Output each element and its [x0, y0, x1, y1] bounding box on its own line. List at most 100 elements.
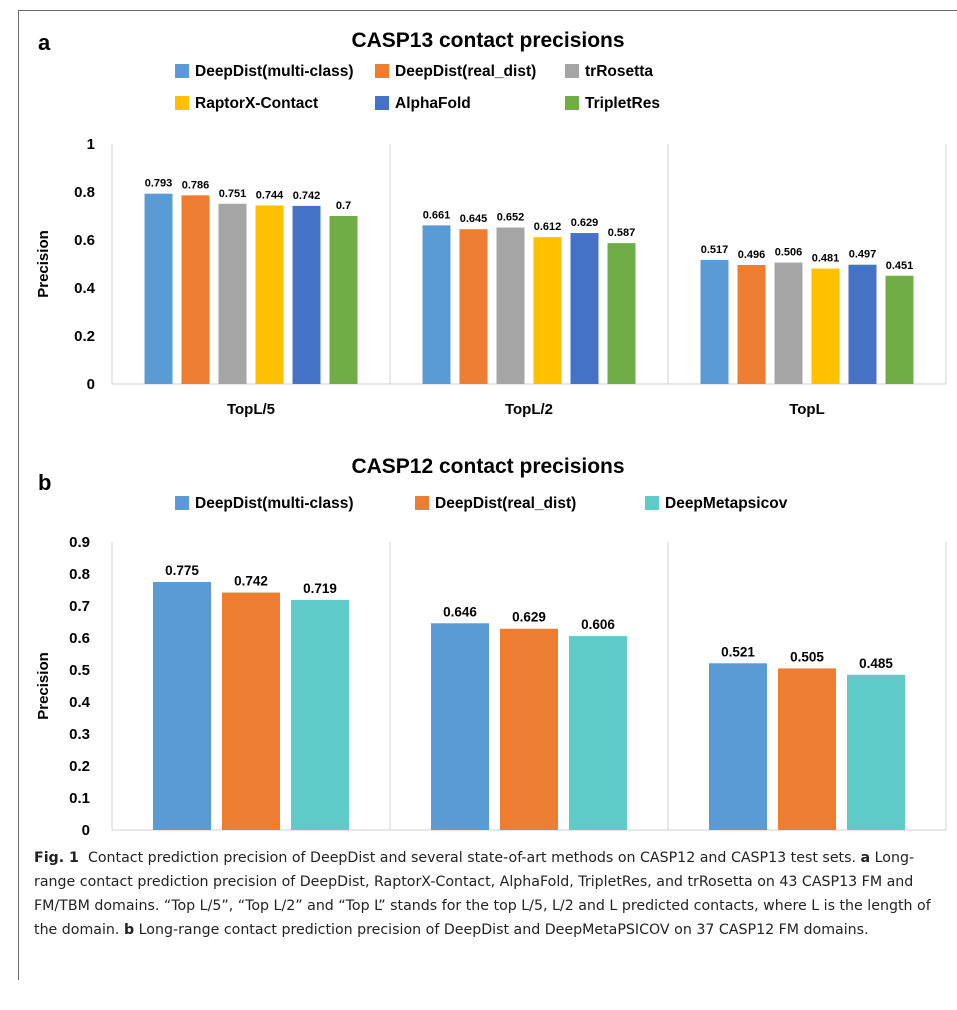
caption-part-a-text: Long-range contact prediction precision … — [34, 850, 931, 938]
legend-swatch — [645, 496, 659, 510]
data-label: 0.451 — [886, 260, 914, 272]
data-label: 0.505 — [790, 649, 824, 664]
bar — [431, 623, 489, 830]
bar — [533, 237, 562, 384]
bar — [778, 668, 836, 830]
data-label: 0.744 — [256, 189, 284, 201]
x-tick-label: TopL — [789, 401, 825, 418]
y-tick-label: 0.6 — [74, 232, 95, 249]
bar — [885, 275, 914, 384]
bar — [811, 268, 840, 384]
x-tick-label: TopL/5 — [227, 401, 275, 418]
bar — [153, 582, 211, 830]
y-tick-label: 0.8 — [69, 566, 90, 583]
caption-fig-label: Fig. 1 — [34, 850, 79, 866]
data-label: 0.786 — [182, 179, 210, 191]
data-label: 0.497 — [849, 249, 877, 261]
data-label: 0.485 — [859, 656, 893, 671]
y-tick-label: 0.2 — [69, 758, 90, 775]
data-label: 0.719 — [303, 581, 337, 596]
panel-label: b — [38, 470, 51, 495]
chart-title: CASP13 contact precisions — [351, 29, 624, 52]
bar — [144, 193, 173, 384]
bar — [700, 259, 729, 384]
chart-title: CASP12 contact precisions — [351, 455, 624, 478]
legend-swatch — [415, 496, 429, 510]
data-label: 0.793 — [145, 178, 173, 190]
data-label: 0.7 — [336, 200, 351, 212]
y-tick-label: 0.7 — [69, 598, 90, 615]
bar — [459, 229, 488, 384]
data-label: 0.496 — [738, 249, 766, 261]
data-label: 0.742 — [234, 574, 268, 589]
legend-swatch — [375, 64, 389, 78]
bar — [329, 216, 358, 384]
legend-swatch — [175, 96, 189, 110]
data-label: 0.742 — [293, 190, 321, 202]
bar — [222, 592, 280, 830]
bar — [847, 674, 905, 830]
bar — [570, 233, 599, 384]
data-label: 0.606 — [581, 617, 615, 632]
bar — [181, 195, 210, 384]
y-tick-label: 0.3 — [69, 726, 90, 743]
data-label: 0.612 — [534, 221, 562, 233]
x-tick-label: TopL/2 — [505, 401, 553, 418]
legend-label: RaptorX-Contact — [195, 95, 318, 112]
caption-main: Contact prediction precision of DeepDist… — [87, 850, 857, 866]
bar — [569, 636, 627, 830]
y-tick-label: 0.4 — [69, 694, 91, 711]
data-label: 0.751 — [219, 188, 247, 200]
y-tick-label: 0.9 — [69, 534, 90, 551]
legend-swatch — [375, 96, 389, 110]
y-tick-label: 0.2 — [74, 328, 95, 345]
bar — [709, 663, 767, 830]
bar — [496, 227, 525, 384]
data-label: 0.506 — [775, 247, 803, 259]
bar — [774, 262, 803, 384]
legend-swatch — [565, 64, 579, 78]
legend-label: DeepMetapsicov — [665, 495, 788, 512]
y-tick-label: 0.8 — [74, 184, 95, 201]
legend-label: DeepDist(real_dist) — [435, 495, 576, 512]
bar — [291, 599, 349, 830]
y-axis-label: Precision — [35, 652, 52, 720]
y-tick-label: 0 — [82, 822, 90, 839]
y-tick-label: 0.1 — [69, 790, 90, 807]
bar — [848, 264, 877, 384]
bar — [255, 205, 284, 384]
data-label: 0.517 — [701, 244, 729, 256]
data-label: 0.629 — [571, 217, 599, 229]
legend-label: DeepDist(multi-class) — [195, 495, 353, 512]
legend-label: TripletRes — [585, 95, 660, 112]
data-label: 0.629 — [512, 610, 546, 625]
bar — [292, 205, 321, 384]
data-label: 0.775 — [165, 563, 199, 578]
bar — [737, 264, 766, 384]
legend-label: DeepDist(multi-class) — [195, 63, 353, 80]
data-label: 0.661 — [423, 209, 451, 221]
data-label: 0.652 — [497, 212, 525, 224]
data-label: 0.481 — [812, 253, 840, 265]
legend-label: AlphaFold — [395, 95, 471, 112]
bar — [218, 203, 247, 384]
figure-frame-left — [18, 10, 19, 980]
bar — [607, 243, 636, 384]
caption-part-b-label: b — [123, 922, 135, 938]
panel-label: a — [38, 30, 51, 55]
y-tick-label: 0 — [87, 376, 95, 393]
figure-canvas: a CASP13 contact precisions DeepDist(multi… — [35, 29, 947, 839]
caption-part-a-label: a — [860, 850, 871, 866]
data-label: 0.587 — [608, 227, 636, 239]
y-tick-label: 0.5 — [69, 662, 90, 679]
legend-label: DeepDist(real_dist) — [395, 63, 536, 80]
legend-label: trRosetta — [585, 63, 653, 80]
data-label: 0.521 — [721, 644, 755, 659]
data-label: 0.645 — [460, 213, 488, 225]
legend-swatch — [175, 496, 189, 510]
data-label: 0.646 — [443, 604, 477, 619]
y-tick-label: 0.6 — [69, 630, 90, 647]
figure-frame-top — [18, 10, 957, 11]
y-tick-label: 1 — [87, 136, 95, 153]
legend-swatch — [175, 64, 189, 78]
